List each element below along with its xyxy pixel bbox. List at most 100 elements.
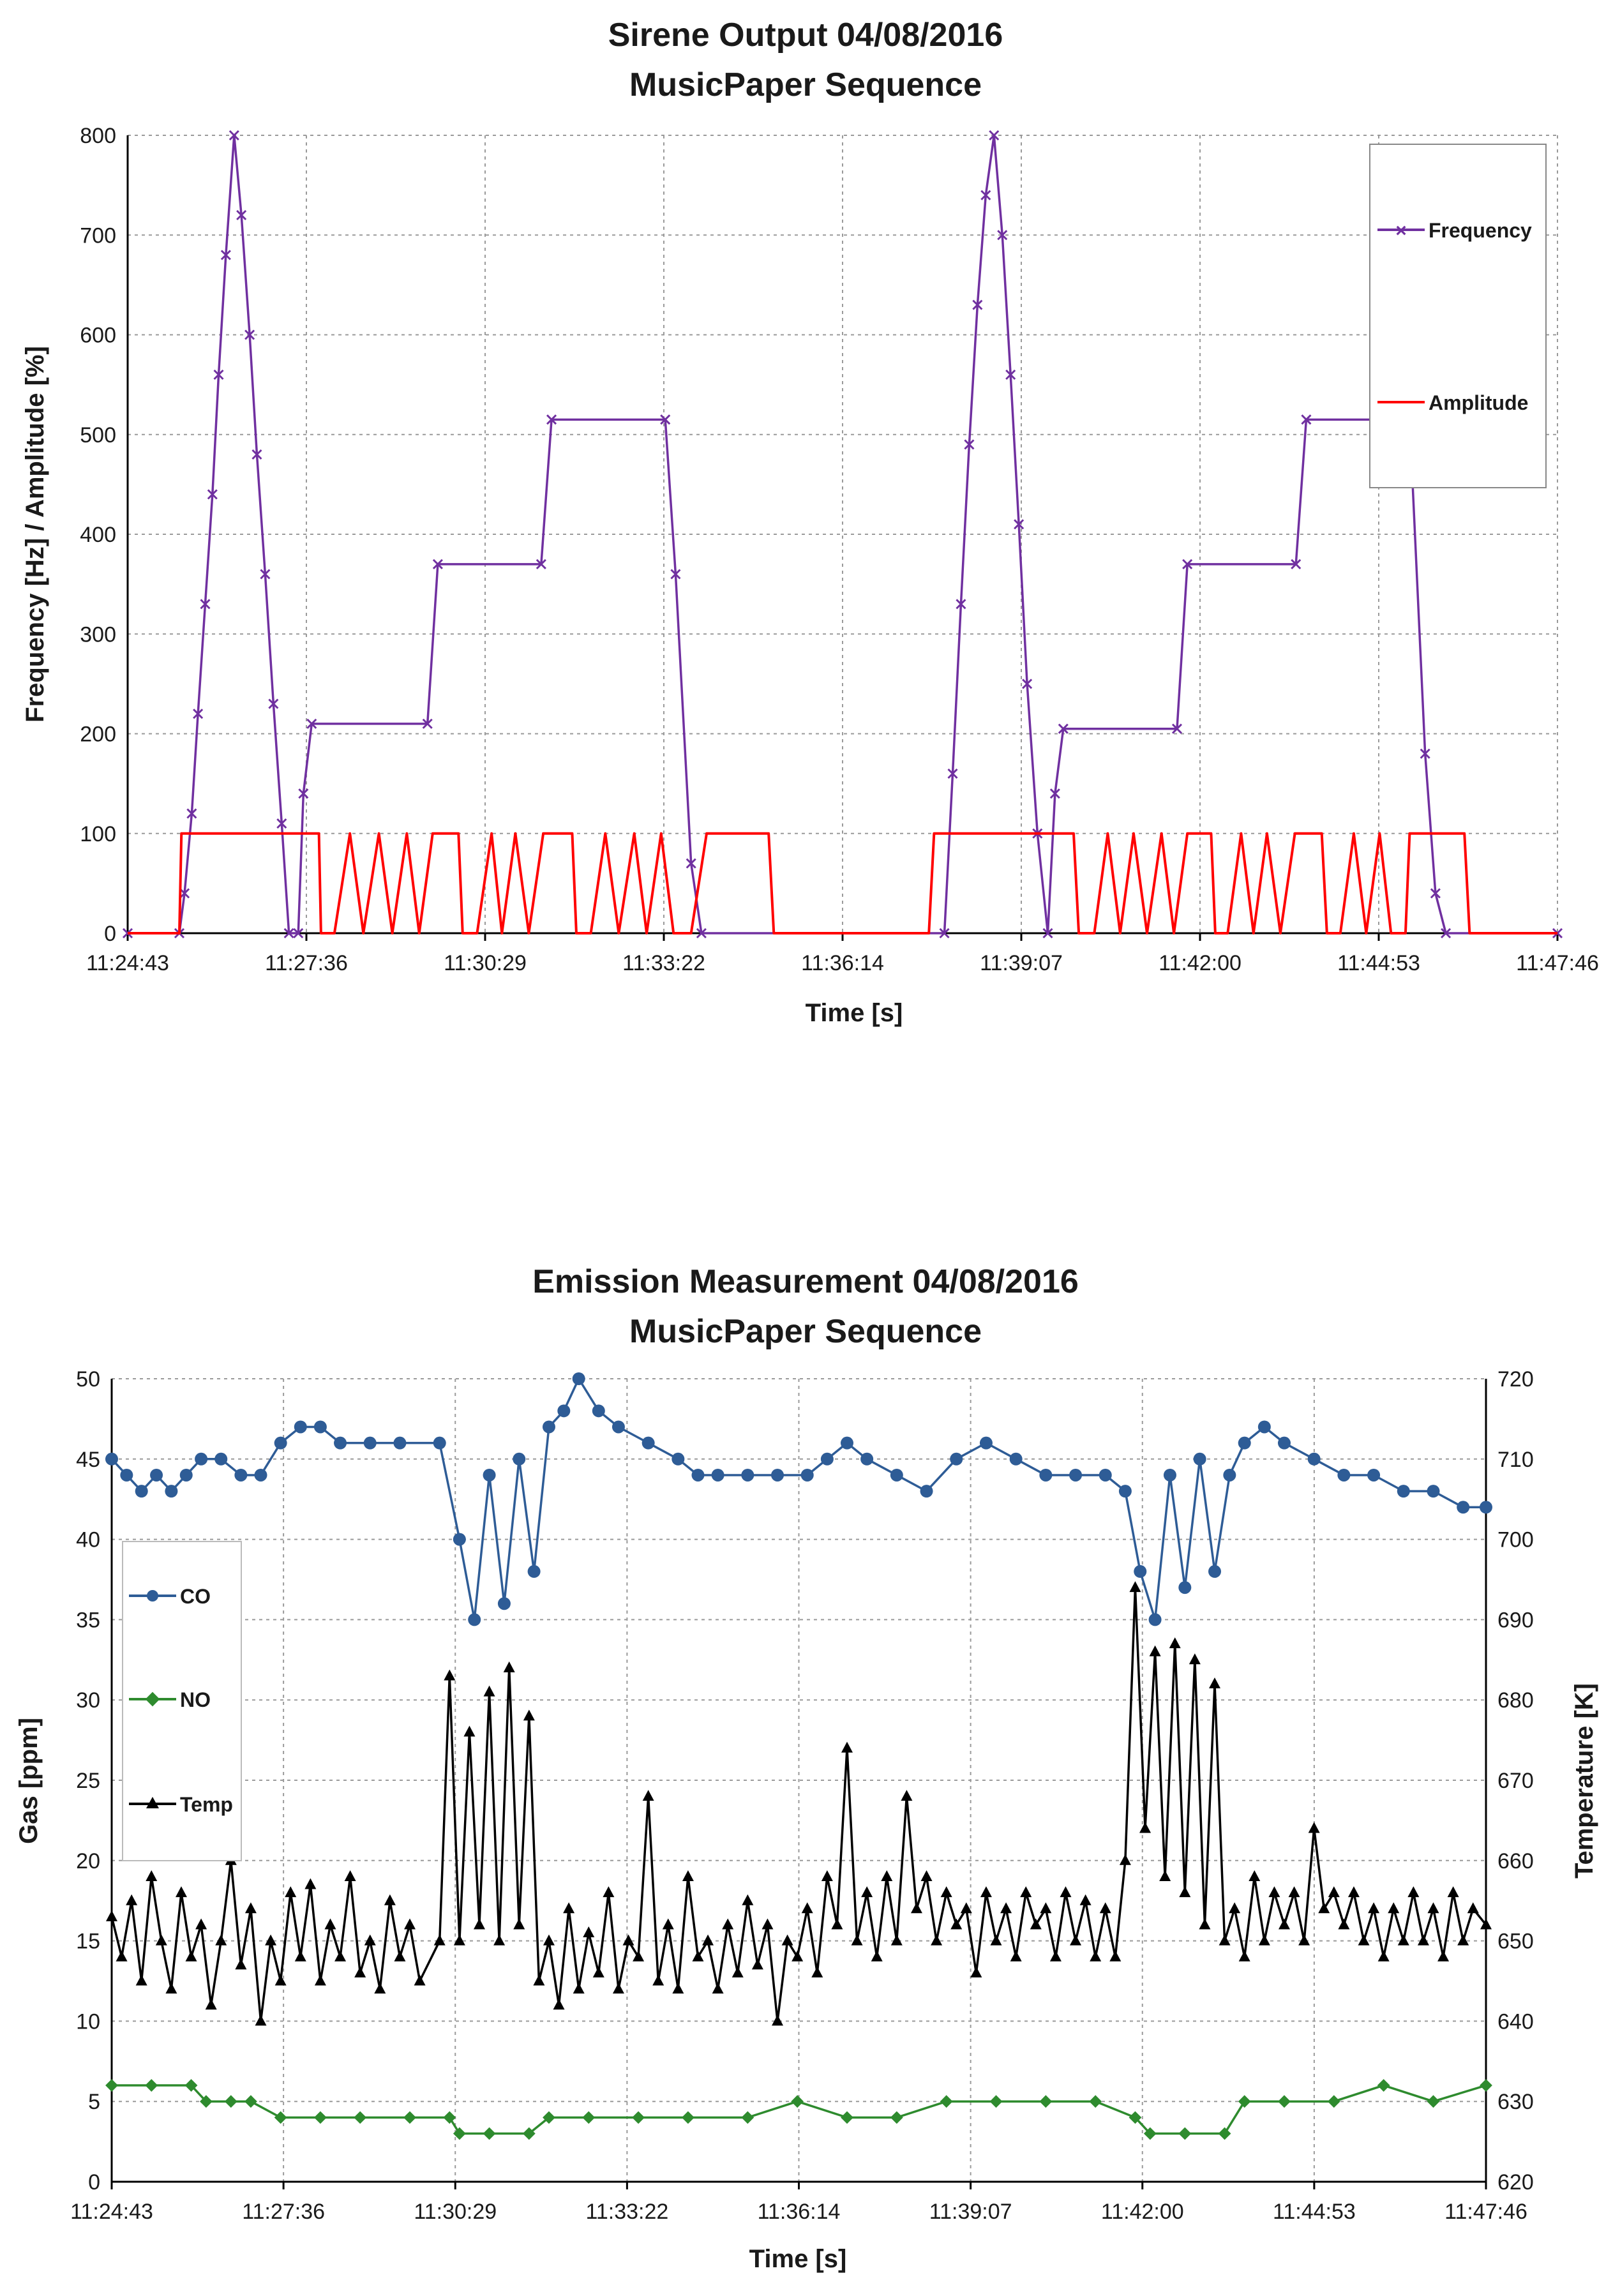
co-point	[572, 1372, 585, 1385]
temp-point	[255, 2015, 267, 2026]
y-tick-label: 40	[76, 1528, 100, 1552]
temp-point	[633, 1950, 645, 1962]
temp-point	[990, 1934, 1002, 1946]
temp-point	[1229, 1902, 1241, 1914]
no-point	[989, 2095, 1003, 2108]
co-point	[771, 1468, 784, 1482]
co-point	[691, 1468, 705, 1482]
frequency-point	[1301, 414, 1312, 425]
temp-point	[1219, 1934, 1231, 1946]
x-tick-label: 11:39:07	[929, 2200, 1012, 2224]
y-tick-label: 600	[80, 324, 116, 348]
x-tick-label: 11:42:00	[1101, 2200, 1184, 2224]
temp-point	[553, 1999, 565, 2010]
temp-point	[692, 1950, 704, 1962]
co-point	[820, 1452, 834, 1466]
temp-point	[175, 1886, 187, 1898]
frequency-point	[260, 569, 271, 580]
frequency-point	[947, 768, 958, 779]
no-point	[841, 2111, 853, 2124]
temp-point	[1288, 1886, 1300, 1898]
co-point	[1178, 1581, 1192, 1594]
temp-point	[901, 1790, 913, 1801]
frequency-point	[193, 709, 204, 719]
frequency-point	[236, 209, 247, 221]
temp-point	[374, 1983, 386, 1994]
temp-point	[592, 1966, 604, 1977]
no-point	[940, 2095, 953, 2108]
co-point	[1257, 1420, 1271, 1434]
no-point	[199, 2095, 213, 2108]
temp-point	[135, 1974, 147, 1986]
co-point	[1397, 1485, 1410, 1498]
temp-point	[1308, 1822, 1320, 1833]
co-point	[527, 1564, 541, 1578]
no-point	[1327, 2095, 1340, 2108]
frequency-point	[696, 927, 707, 939]
y-tick-label: 680	[1497, 1688, 1534, 1713]
chart1-title-line2: MusicPaper Sequence	[629, 66, 982, 103]
temp-point	[1090, 1950, 1102, 1962]
no-point	[145, 2079, 158, 2092]
co-point	[1277, 1436, 1291, 1450]
co-point	[1099, 1468, 1112, 1482]
temp-point	[394, 1950, 406, 1962]
co-point	[557, 1404, 571, 1418]
temp-point	[1129, 1581, 1141, 1593]
no-point	[890, 2111, 903, 2124]
co-point	[497, 1597, 511, 1610]
x-tick-label: 11:27:36	[242, 2200, 325, 2224]
frequency-point	[980, 190, 991, 200]
temp-point	[334, 1950, 347, 1962]
temp-point	[960, 1902, 972, 1914]
temp-point	[1139, 1822, 1152, 1833]
temp-point	[801, 1902, 813, 1914]
chart2-right-y-tick-labels: 620 630 640 650 660 670 680 690 700 710 720	[1497, 1367, 1534, 2195]
chart1-gridlines	[126, 135, 1559, 941]
temp-point	[821, 1870, 833, 1881]
co-point	[150, 1468, 163, 1482]
temp-point	[185, 1950, 197, 1962]
chart1-y-tick-labels: 0 100 200 300 400 500 600 700 800	[80, 124, 116, 946]
no-point	[354, 2111, 367, 2124]
temp-point	[1209, 1677, 1221, 1689]
temp-point	[1109, 1950, 1122, 1962]
frequency-point	[186, 808, 197, 819]
co-point	[920, 1485, 933, 1498]
temp-point	[583, 1926, 595, 1938]
x-tick-label: 11:27:36	[265, 951, 348, 975]
temp-point	[672, 1983, 684, 1994]
y-tick-label: 640	[1497, 2009, 1534, 2034]
temp-point	[1159, 1870, 1171, 1881]
temp-point	[1457, 1934, 1469, 1946]
co-point	[1039, 1468, 1053, 1482]
frequency-point	[293, 927, 304, 939]
y-tick-label: 30	[76, 1688, 100, 1713]
temp-point	[1278, 1918, 1290, 1930]
co-point	[641, 1436, 655, 1450]
no-legend-marker	[145, 1692, 160, 1707]
no-point	[453, 2127, 466, 2140]
co-point	[1457, 1501, 1470, 1514]
co-point	[195, 1452, 208, 1466]
co-point	[1193, 1452, 1206, 1466]
y-tick-label: 500	[80, 423, 116, 447]
temp-point	[1338, 1918, 1350, 1930]
temp-point	[155, 1934, 167, 1946]
frequency-point	[1441, 927, 1452, 939]
no-point	[741, 2111, 754, 2124]
frequency-point	[964, 439, 975, 450]
x-tick-label: 11:30:29	[444, 951, 527, 975]
frequency-point	[298, 788, 309, 799]
no-point	[1089, 2095, 1102, 2108]
y-tick-label: 20	[76, 1849, 100, 1873]
co-point	[1118, 1485, 1132, 1498]
co-point	[800, 1468, 814, 1482]
no-point	[244, 2095, 257, 2108]
frequency-point	[956, 599, 966, 610]
no-point	[1278, 2095, 1291, 2108]
temp-point	[433, 1934, 446, 1946]
no-point	[1377, 2079, 1390, 2092]
temp-point	[1328, 1886, 1340, 1898]
temp-point	[1347, 1886, 1360, 1898]
